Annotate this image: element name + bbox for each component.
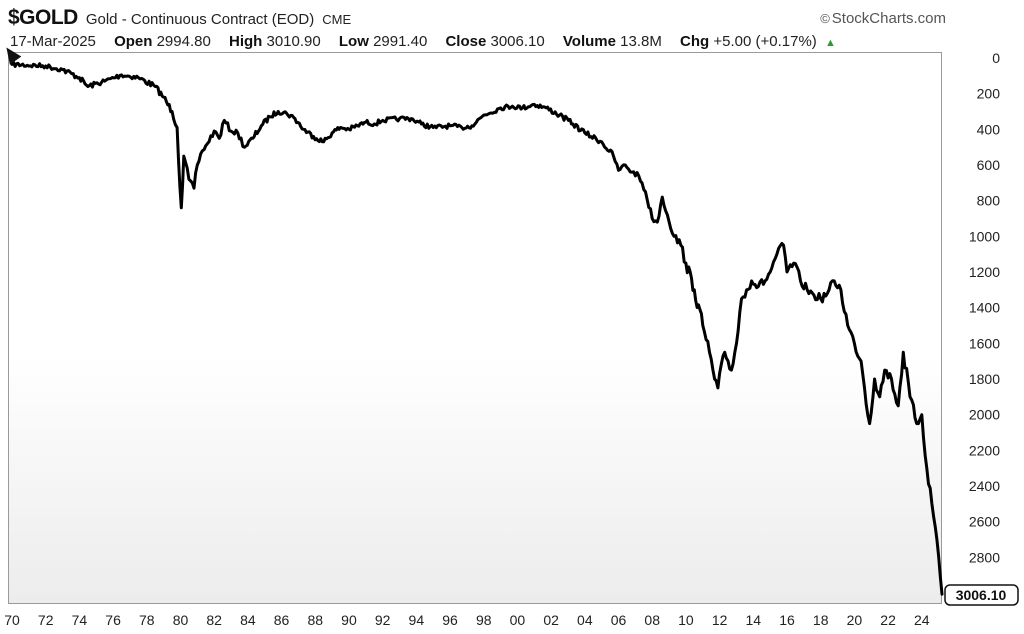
y-tick-label: 400 [977, 121, 1001, 137]
y-tick-label: 0 [992, 50, 1000, 66]
y-tick-label: 2200 [969, 442, 1000, 458]
volume-value: 13.8M [620, 33, 662, 50]
x-tick-label: 80 [173, 612, 189, 628]
x-axis: 70 72 74 76 78 80 82 84 86 88 90 92 94 96 98 00 02 04 06 08… [4, 612, 930, 628]
chart-header: $GOLD Gold - Continuous Contract (EOD) C… [8, 6, 351, 32]
y-tick-label: 600 [977, 157, 1001, 173]
price-series-line [10, 60, 944, 596]
x-tick-label: 10 [678, 612, 694, 628]
x-tick-label: 94 [409, 612, 425, 628]
x-tick-label: 02 [543, 612, 559, 628]
x-tick-label: 04 [577, 612, 593, 628]
date-value: 17-Mar-2025 [10, 33, 96, 50]
y-tick-label: 1600 [969, 335, 1000, 351]
x-tick-label: 90 [341, 612, 357, 628]
y-tick-label: 800 [977, 193, 1001, 209]
x-tick-label: 70 [4, 612, 20, 628]
x-tick-label: 12 [712, 612, 728, 628]
x-tick-label: 18 [813, 612, 829, 628]
x-tick-label: 86 [274, 612, 290, 628]
exchange-label: CME [322, 12, 352, 27]
y-axis: 0 200 400 600 800 1000 1200 1400 1600 1800 2000 220… [969, 50, 1000, 565]
volume-label: Volume [562, 33, 616, 50]
y-tick-label: 2600 [969, 514, 1000, 530]
y-tick-label: 2000 [969, 407, 1000, 423]
x-tick-label: 98 [476, 612, 492, 628]
y-tick-label: 1800 [969, 371, 1000, 387]
y-tick-label: 2800 [969, 549, 1000, 565]
x-tick-label: 08 [644, 612, 660, 628]
close-label: Close [445, 33, 487, 50]
chg-value: +5.00 (+0.17%) [713, 33, 817, 50]
ohlc-summary: 17-Mar-2025 Open 2994.80 High 3010.90 Lo… [10, 33, 836, 50]
x-tick-label: 96 [442, 612, 458, 628]
x-tick-label: 92 [375, 612, 391, 628]
x-tick-label: 76 [105, 612, 121, 628]
x-tick-label: 00 [510, 612, 526, 628]
x-tick-label: 20 [847, 612, 863, 628]
x-tick-label: 24 [914, 612, 930, 628]
x-tick-label: 78 [139, 612, 155, 628]
open-label: Open [114, 33, 153, 50]
brand-logo: © StockCharts.com [820, 10, 946, 27]
up-arrow-icon: ▲ [824, 37, 836, 49]
high-value: 3010.90 [266, 33, 321, 50]
x-tick-label: 16 [779, 612, 795, 628]
y-tick-label: 200 [977, 86, 1001, 102]
x-tick-label: 84 [240, 612, 256, 628]
x-tick-label: 74 [72, 612, 88, 628]
brand-name: StockCharts.com [831, 10, 946, 27]
y-tick-label: 2400 [969, 478, 1000, 494]
contract-name: Gold - Continuous Contract (EOD) [85, 11, 315, 28]
y-tick-label: 1400 [969, 300, 1000, 316]
x-tick-label: 72 [38, 612, 54, 628]
copyright-icon: © [820, 11, 830, 26]
low-value: 2991.40 [373, 33, 428, 50]
close-value: 3006.10 [490, 33, 545, 50]
x-tick-label: 06 [611, 612, 627, 628]
low-label: Low [338, 33, 369, 50]
plot-area [8, 52, 942, 604]
x-tick-label: 88 [307, 612, 323, 628]
open-value: 2994.80 [156, 33, 211, 50]
ticker-symbol: $GOLD [8, 6, 78, 29]
y-tick-label: 1200 [969, 264, 1000, 280]
chg-label: Chg [680, 33, 710, 50]
x-tick-label: 14 [746, 612, 762, 628]
last-value-label: 3006.10 [956, 587, 1007, 603]
x-tick-label: 82 [206, 612, 222, 628]
high-label: High [228, 33, 263, 50]
y-tick-label: 1000 [969, 228, 1000, 244]
x-tick-label: 22 [880, 612, 896, 628]
last-value-tag: 3006.10 [944, 584, 1019, 606]
